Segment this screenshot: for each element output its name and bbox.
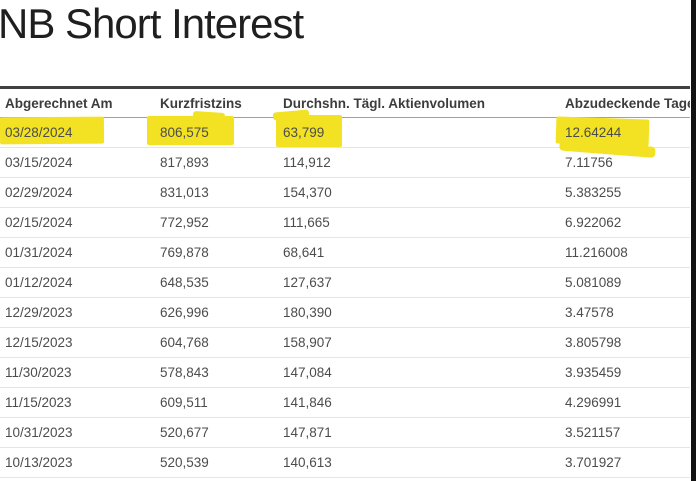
table-cell: 10/31/2023 [0, 417, 155, 448]
table-row: 03/15/2024 817,893 114,912 7.11756 [0, 147, 690, 178]
table-cell: 769,878 [155, 237, 278, 268]
table-cell: 6.922062 [560, 207, 690, 238]
table-cell: 5.081089 [560, 267, 690, 298]
table-row: 10/13/2023 520,539 140,613 3.701927 [0, 447, 690, 478]
table-cell: 01/12/2024 [0, 267, 155, 298]
table-cell: 772,952 [155, 207, 278, 238]
table-cell: 11/15/2023 [0, 387, 155, 418]
table-cell: 11/30/2023 [0, 357, 155, 388]
table-cell: 02/29/2024 [0, 177, 155, 208]
table-cell: 520,677 [155, 417, 278, 448]
highlight-marker-volume [276, 115, 342, 147]
table-cell: 3.805798 [560, 327, 690, 358]
table-cell: 5.383255 [560, 177, 690, 208]
page-title: NB Short Interest [0, 0, 304, 47]
short-interest-table-wrapper: Abgerechnet Am Kurzfristzins Durchshn. Täg… [0, 86, 690, 478]
table-cell: 141,846 [278, 387, 560, 418]
table-cell: 604,768 [155, 327, 278, 358]
table-body: 03/28/2024 806,575 63,799 12.64244 03/15/202… [0, 117, 690, 478]
table-cell: 114,912 [278, 147, 560, 178]
table-row: 11/15/2023 609,511 141,846 4.296991 [0, 387, 690, 418]
table-cell: 578,843 [155, 357, 278, 388]
table-cell: 520,539 [155, 447, 278, 478]
table-row: 01/12/2024 648,535 127,637 5.081089 [0, 267, 690, 298]
table-cell: 3.701927 [560, 447, 690, 478]
table-cell: 7.11756 [560, 147, 690, 178]
table-cell: 154,370 [278, 177, 560, 208]
table-cell: 02/15/2024 [0, 207, 155, 238]
column-header: Abzudeckende Tage [560, 87, 690, 118]
table-header: Abgerechnet Am Kurzfristzins Durchshn. Täg… [0, 87, 690, 118]
table-cell: 831,013 [155, 177, 278, 208]
table-cell: 12/29/2023 [0, 297, 155, 328]
table-row: 10/31/2023 520,677 147,871 3.521157 [0, 417, 690, 448]
table-cell: 817,893 [155, 147, 278, 178]
table-cell: 4.296991 [560, 387, 690, 418]
table-cell: 180,390 [278, 297, 560, 328]
table-cell: 609,511 [155, 387, 278, 418]
window-edge-bar [691, 0, 696, 481]
table-row: 12/15/2023 604,768 158,907 3.805798 [0, 327, 690, 358]
table-cell: 147,871 [278, 417, 560, 448]
table-cell: 648,535 [155, 267, 278, 298]
table-cell: 11.216008 [560, 237, 690, 268]
table-row: 02/15/2024 772,952 111,665 6.922062 [0, 207, 690, 238]
table-row: 02/29/2024 831,013 154,370 5.383255 [0, 177, 690, 208]
table-cell: 158,907 [278, 327, 560, 358]
table-cell: 12/15/2023 [0, 327, 155, 358]
table-cell: 127,637 [278, 267, 560, 298]
table-cell: 626,996 [155, 297, 278, 328]
table-cell: 147,084 [278, 357, 560, 388]
table-cell: 68,641 [278, 237, 560, 268]
short-interest-table: Abgerechnet Am Kurzfristzins Durchshn. Täg… [0, 86, 690, 478]
table-cell: 140,613 [278, 447, 560, 478]
table-cell: 3.47578 [560, 297, 690, 328]
table-cell: 3.935459 [560, 357, 690, 388]
column-header: Abgerechnet Am [0, 87, 155, 118]
table-row: 01/31/2024 769,878 68,641 11.216008 [0, 237, 690, 268]
table-cell: 03/15/2024 [0, 147, 155, 178]
column-header: Durchshn. Tägl. Aktienvolumen [278, 87, 560, 118]
highlight-marker-short-interest [147, 116, 234, 145]
table-header-row: Abgerechnet Am Kurzfristzins Durchshn. Täg… [0, 87, 690, 118]
table-cell: 10/13/2023 [0, 447, 155, 478]
table-cell: 3.521157 [560, 417, 690, 448]
table-row: 11/30/2023 578,843 147,084 3.935459 [0, 357, 690, 388]
table-cell: 01/31/2024 [0, 237, 155, 268]
table-row: 12/29/2023 626,996 180,390 3.47578 [0, 297, 690, 328]
table-cell: 111,665 [278, 207, 560, 238]
